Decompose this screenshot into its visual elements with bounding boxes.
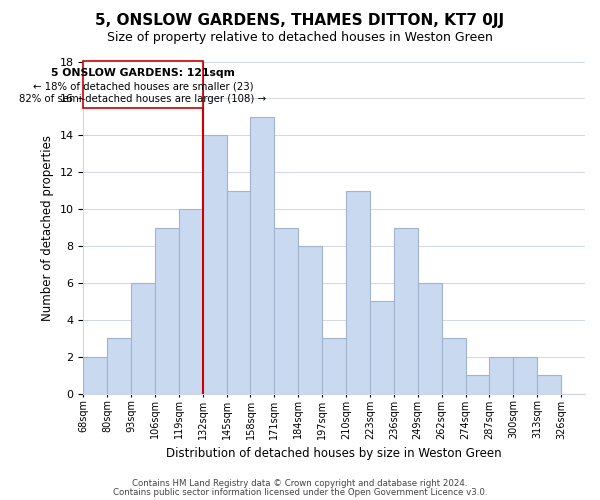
Bar (227, 190, 250, 394)
Text: Contains HM Land Registry data © Crown copyright and database right 2024.: Contains HM Land Registry data © Crown c… (132, 479, 468, 488)
Bar (490, 357, 514, 394)
Text: Size of property relative to detached houses in Weston Green: Size of property relative to detached ho… (107, 31, 493, 44)
Bar (346, 190, 370, 394)
X-axis label: Distribution of detached houses by size in Weston Green: Distribution of detached houses by size … (166, 447, 502, 460)
Bar (83, 62, 203, 108)
Text: 5 ONSLOW GARDENS: 121sqm: 5 ONSLOW GARDENS: 121sqm (51, 68, 235, 78)
Bar (83, 357, 107, 394)
Bar (298, 246, 322, 394)
Bar (442, 338, 466, 394)
Bar (370, 302, 394, 394)
Bar (155, 228, 179, 394)
Text: 5, ONSLOW GARDENS, THAMES DITTON, KT7 0JJ: 5, ONSLOW GARDENS, THAMES DITTON, KT7 0J… (95, 12, 505, 28)
Text: 82% of semi-detached houses are larger (108) →: 82% of semi-detached houses are larger (… (19, 94, 266, 104)
Text: ← 18% of detached houses are smaller (23): ← 18% of detached houses are smaller (23… (32, 82, 253, 92)
Text: Contains public sector information licensed under the Open Government Licence v3: Contains public sector information licen… (113, 488, 487, 497)
Bar (131, 283, 155, 394)
Bar (274, 228, 298, 394)
Bar (514, 357, 537, 394)
Y-axis label: Number of detached properties: Number of detached properties (41, 134, 54, 320)
Bar (466, 376, 490, 394)
Bar (322, 338, 346, 394)
Bar (250, 117, 274, 394)
Bar (537, 376, 561, 394)
Bar (107, 338, 131, 394)
Bar (179, 209, 203, 394)
Bar (394, 228, 418, 394)
Bar (203, 136, 227, 394)
Bar (418, 283, 442, 394)
